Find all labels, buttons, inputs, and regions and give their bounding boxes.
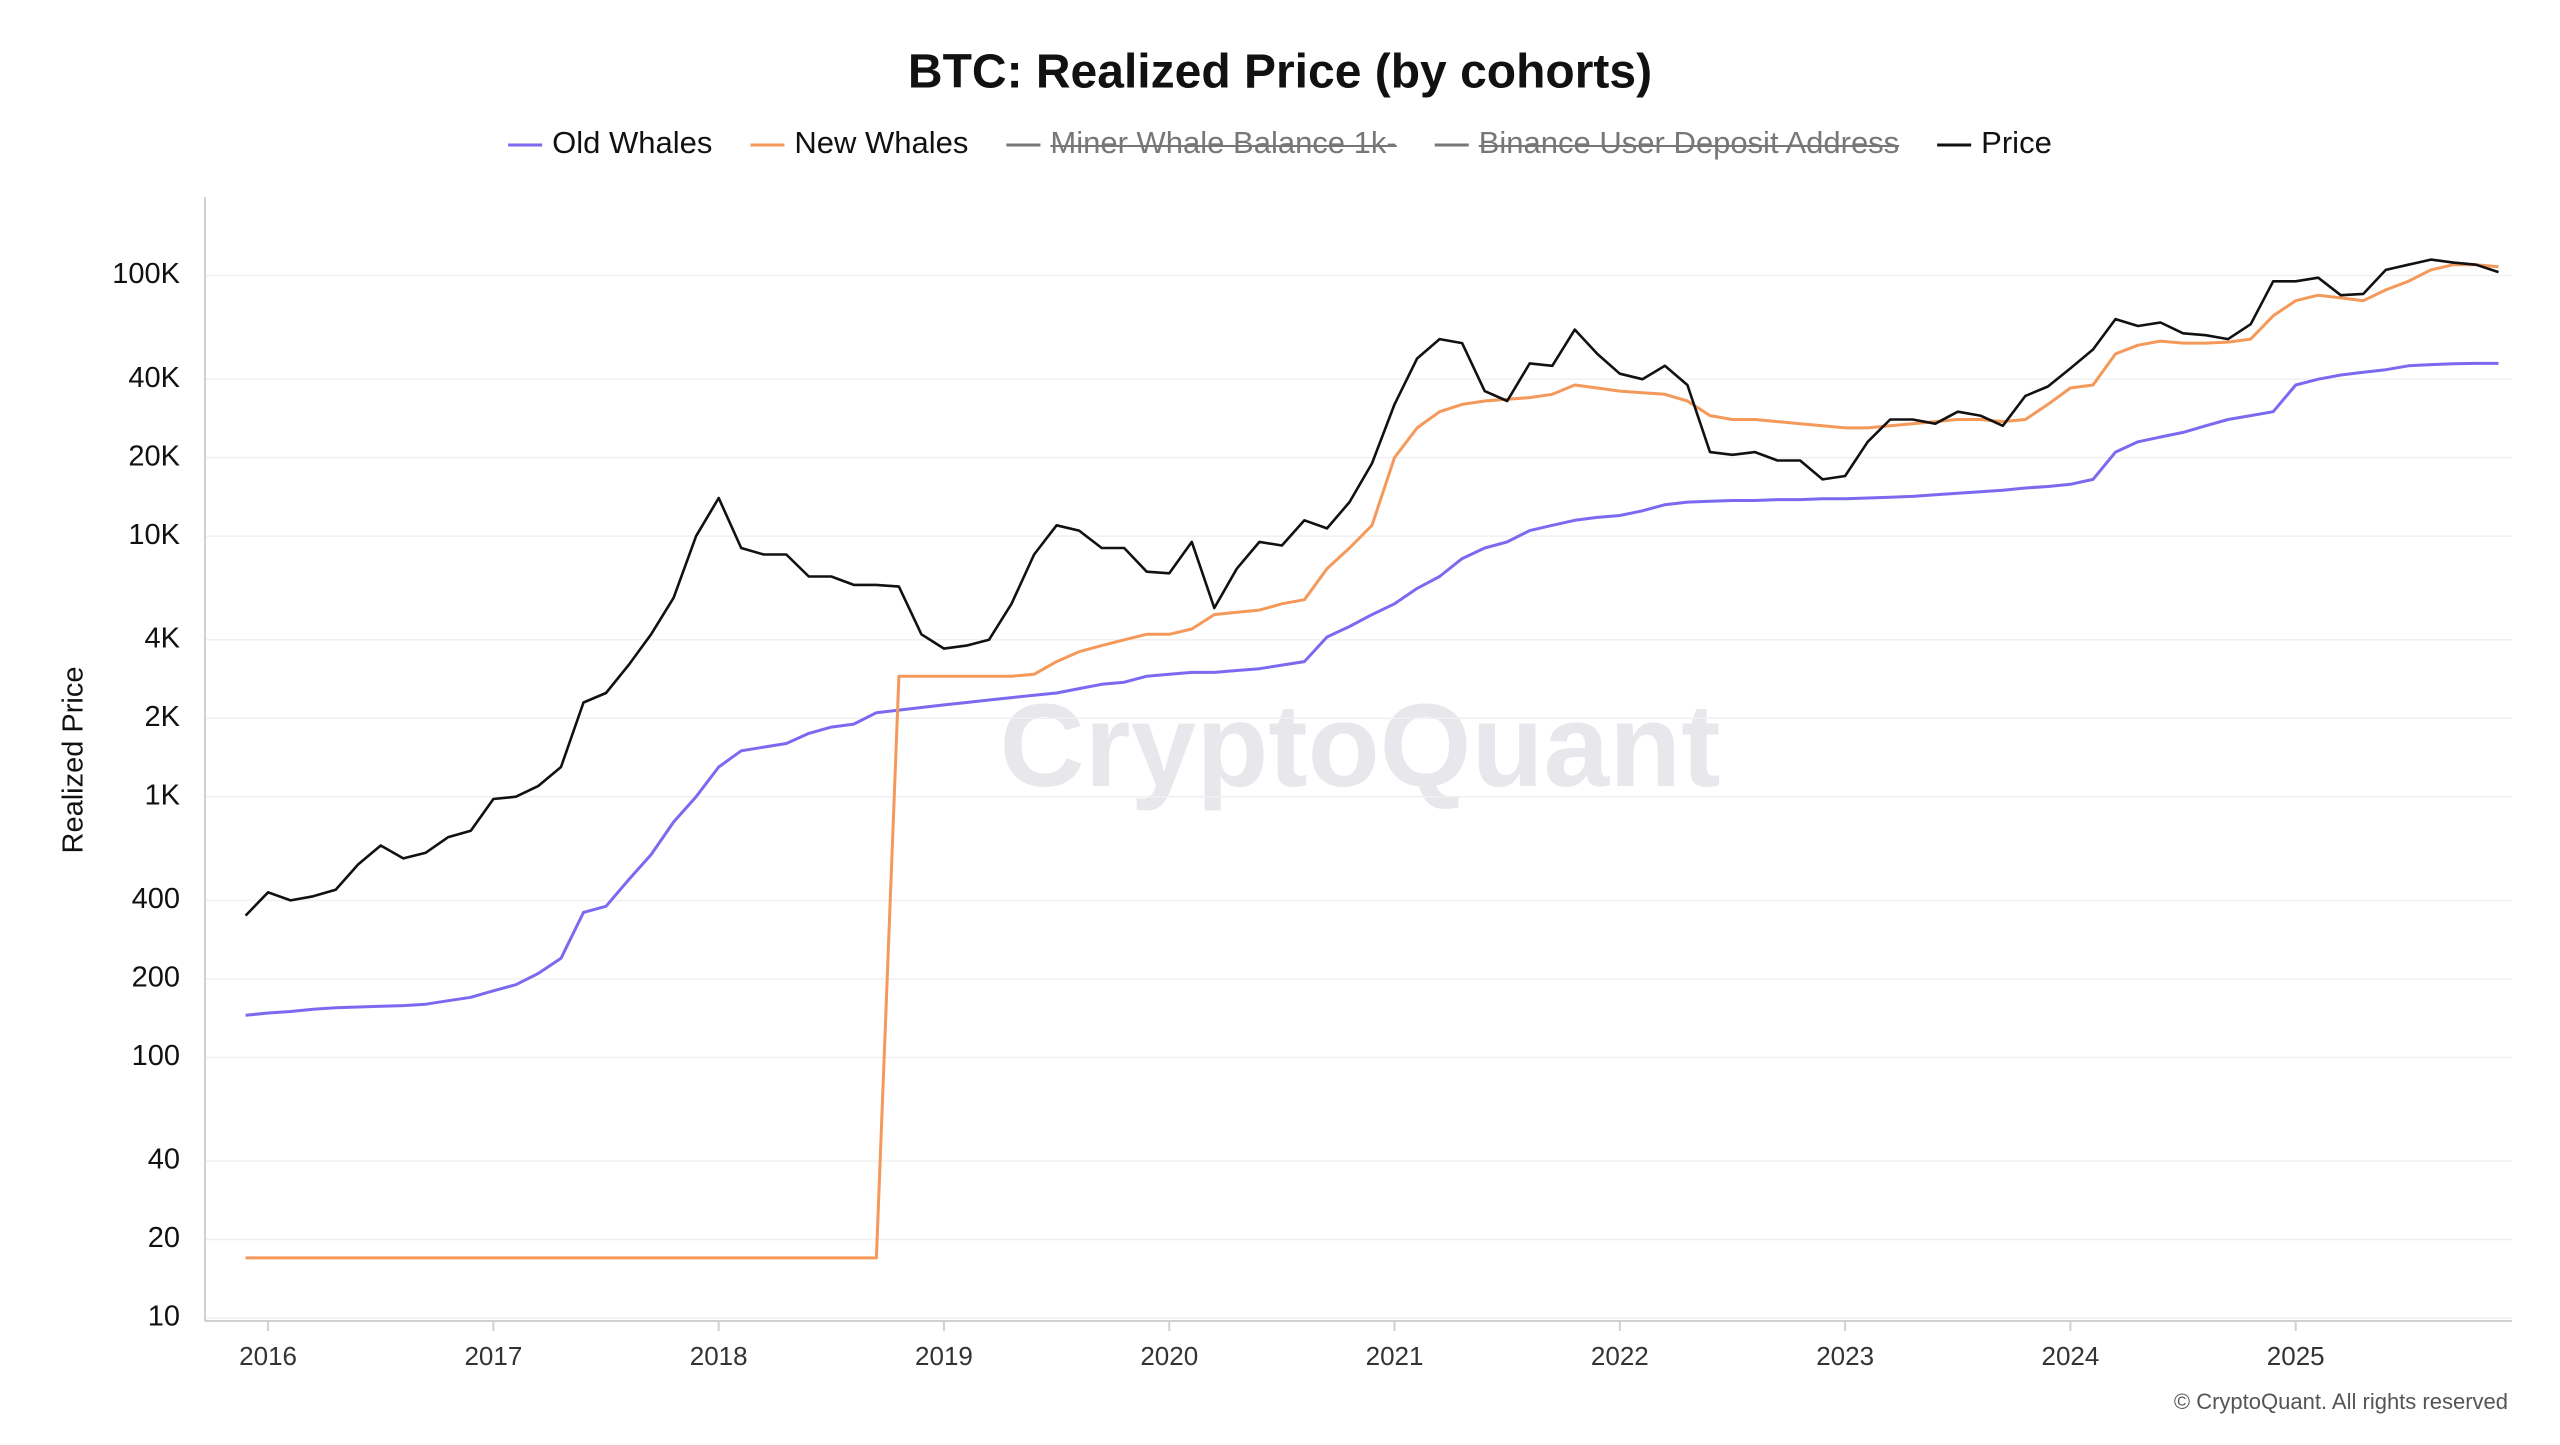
series-line [245, 263, 2499, 1260]
y-tick-label: 20 [148, 1222, 180, 1254]
grid [205, 274, 2512, 1319]
y-tick-label: 10K [128, 519, 180, 551]
legend-item: Old Whales [508, 125, 712, 160]
legend-label: Miner Whale Balance 1k- [1050, 125, 1396, 160]
legend-label: Old Whales [552, 125, 712, 160]
x-tick-label: 2021 [1366, 1341, 1424, 1371]
legend-item: New Whales [750, 125, 968, 160]
x-tick-label: 2024 [2042, 1341, 2100, 1371]
footer: © CryptoQuant. All rights reserved [2174, 1389, 2508, 1414]
y-tick-label: 100 [132, 1040, 180, 1072]
x-tick-label: 2020 [1140, 1341, 1198, 1371]
y-tick-label: 400 [132, 883, 180, 915]
y-tick-label: 100K [112, 258, 180, 290]
series-line [244, 258, 2499, 917]
x-tick-label: 2022 [1591, 1341, 1649, 1371]
x-tick-label: 2018 [690, 1341, 748, 1371]
y-tick-label: 10 [148, 1301, 180, 1333]
legend-label: Binance User Deposit Address [1479, 125, 1899, 160]
y-tick-label: 20K [128, 440, 180, 472]
legend: Old Whales New Whales Miner Whale Balance … [508, 125, 2052, 160]
chart-title: BTC: Realized Price (by cohorts) [908, 46, 1652, 99]
y-tick-label: 40 [148, 1144, 180, 1176]
y-tick-label: 200 [132, 962, 180, 994]
watermark: CryptoQuant [999, 680, 1720, 812]
legend-item: Binance User Deposit Address [1434, 125, 1900, 160]
x-tick-label: 2017 [464, 1341, 522, 1371]
y-axis-label: Realized Price [58, 667, 90, 854]
y-tick-label: 1K [145, 779, 181, 811]
legend-label: Price [1981, 125, 2052, 160]
x-tick-label: 2016 [239, 1341, 297, 1371]
y-tick-label: 40K [128, 362, 180, 394]
x-tick-label: 2023 [1816, 1341, 1874, 1371]
legend-label: New Whales [794, 125, 968, 160]
x-tick-label: 2025 [2267, 1341, 2325, 1371]
x-tick-label: 2019 [915, 1341, 973, 1371]
legend-item: Price [1937, 125, 2052, 160]
y-tick-label: 2K [145, 701, 181, 733]
series-line [245, 361, 2499, 1017]
legend-item: Miner Whale Balance 1k- [1006, 125, 1397, 160]
y-tick-label: 4K [145, 622, 181, 654]
